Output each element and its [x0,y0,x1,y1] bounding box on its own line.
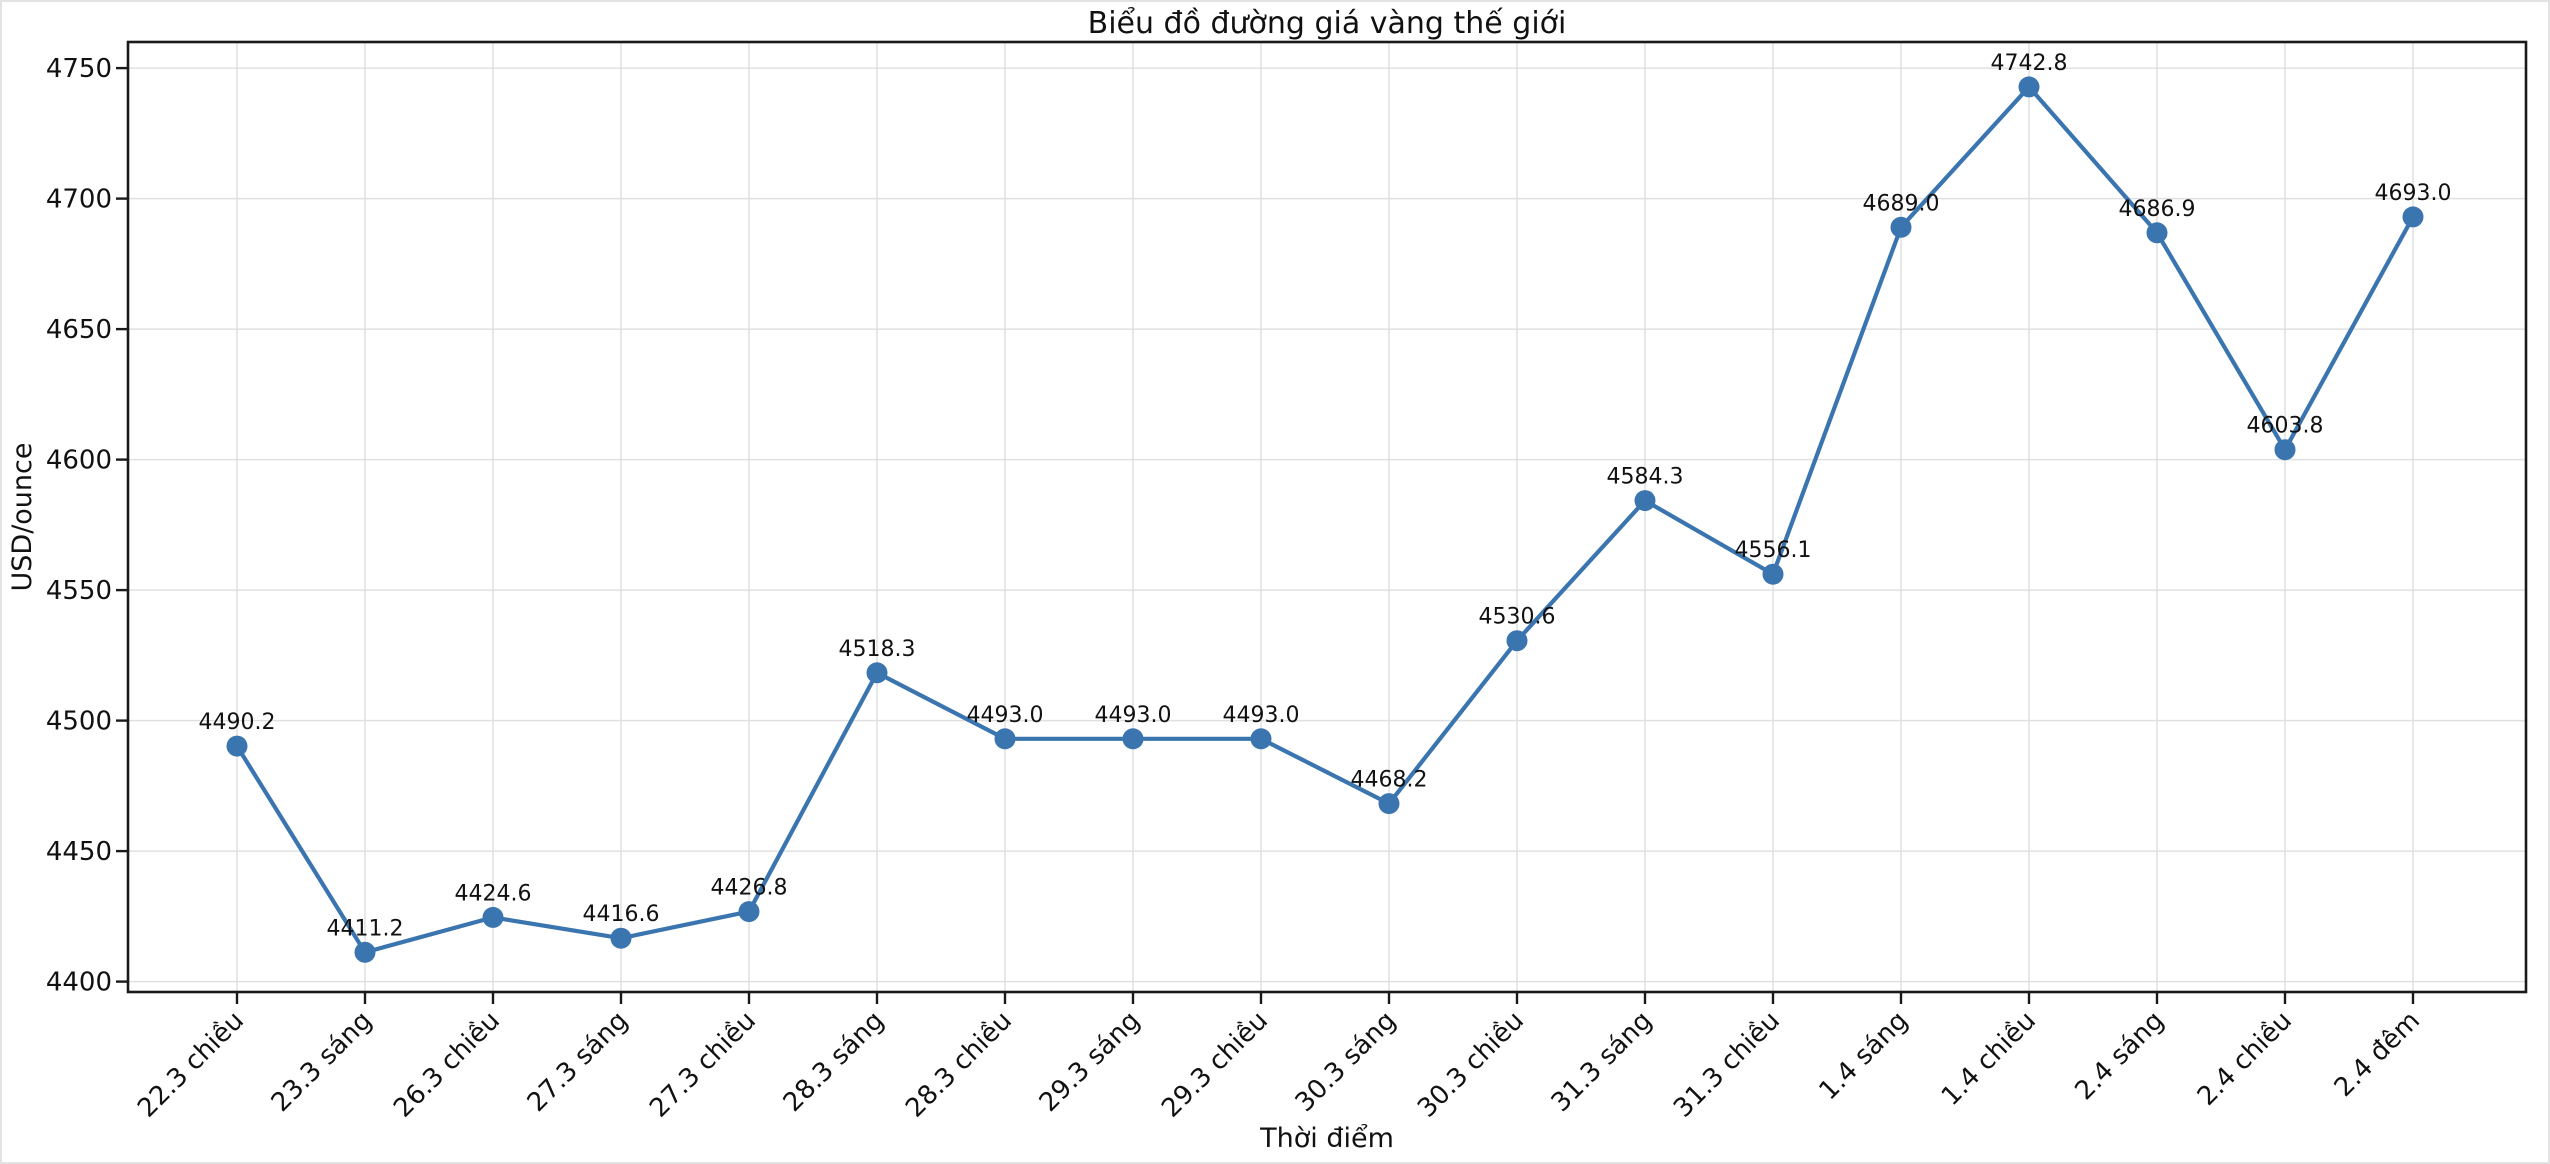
x-tick-label: 2.4 đêm [2329,1006,2426,1103]
chart-title: Biểu đồ đường giá vàng thế giới [1088,5,1567,41]
data-point-marker [1250,728,1272,750]
data-point-label: 4493.0 [1223,703,1300,728]
data-point-label: 4603.8 [2247,414,2324,439]
data-point-marker [1378,793,1400,815]
data-point-marker [738,901,760,923]
data-point-label: 4689.0 [1863,191,1940,216]
data-point-label: 4416.6 [583,902,660,927]
x-tick-label: 27.3 chiều [644,1006,762,1124]
x-tick-label: 28.3 sáng [778,1006,890,1118]
data-point-label: 4686.9 [2119,197,2196,222]
x-axis-label: Thời điểm [1259,1123,1394,1154]
data-point-marker [1762,563,1784,585]
data-point-label: 4518.3 [839,637,916,662]
data-point-label: 4468.2 [1351,768,1428,793]
data-point-marker [2018,76,2040,98]
data-point-marker [610,927,632,949]
data-point-label: 4584.3 [1607,465,1684,490]
x-tick-label: 28.3 chiều [900,1006,1018,1124]
data-point-marker [2146,222,2168,244]
x-tick-label: 29.3 chiều [1156,1006,1274,1124]
data-point-marker [1890,216,1912,238]
y-tick-label: 4700 [46,185,112,215]
data-point-label: 4742.8 [1991,51,2068,76]
data-point-label: 4426.8 [711,876,788,901]
data-point-marker [226,735,248,757]
data-point-marker [1122,728,1144,750]
x-tick-label: 29.3 sáng [1034,1006,1146,1118]
x-tick-label: 22.3 chiều [132,1006,250,1124]
x-tick-label: 1.4 chiều [1936,1006,2042,1112]
data-point-label: 4411.2 [327,916,404,941]
y-axis-label: USD/ounce [7,443,38,592]
y-tick-label: 4550 [46,576,112,606]
x-tick-label: 30.3 chiều [1412,1006,1530,1124]
x-tick-label: 2.4 chiều [2192,1006,2298,1112]
data-point-marker [2402,206,2424,228]
data-point-label: 4556.1 [1735,538,1812,563]
x-tick-label: 31.3 sáng [1546,1006,1658,1118]
y-tick-label: 4750 [46,54,112,84]
x-tick-label: 23.3 sáng [266,1006,378,1118]
data-point-marker [866,662,888,684]
data-point-label: 4693.0 [2375,181,2452,206]
y-tick-label: 4650 [46,315,112,345]
x-tick-label: 2.4 sáng [2069,1006,2169,1106]
y-tick-label: 4500 [46,707,112,737]
data-point-label: 4424.6 [455,881,532,906]
x-tick-label: 1.4 sáng [1813,1006,1913,1106]
x-tick-label: 31.3 chiều [1668,1006,1786,1124]
x-tick-label: 27.3 sáng [522,1006,634,1118]
data-point-marker [994,728,1016,750]
data-point-marker [482,906,504,928]
axes-box [126,40,2528,994]
data-point-marker [1506,630,1528,652]
x-tick-label: 26.3 chiều [388,1006,506,1124]
data-point-label: 4493.0 [1095,703,1172,728]
data-point-marker [354,941,376,963]
data-point-marker [2274,439,2296,461]
price-line-series [234,84,2416,955]
data-point-marker [1634,490,1656,512]
y-tick-label: 4400 [46,968,112,998]
y-tick-label: 4600 [46,446,112,476]
data-point-label: 4530.6 [1479,605,1556,630]
data-point-label: 4493.0 [967,703,1044,728]
data-point-label: 4490.2 [199,710,276,735]
y-tick-label: 4450 [46,837,112,867]
x-tick-label: 30.3 sáng [1290,1006,1402,1118]
